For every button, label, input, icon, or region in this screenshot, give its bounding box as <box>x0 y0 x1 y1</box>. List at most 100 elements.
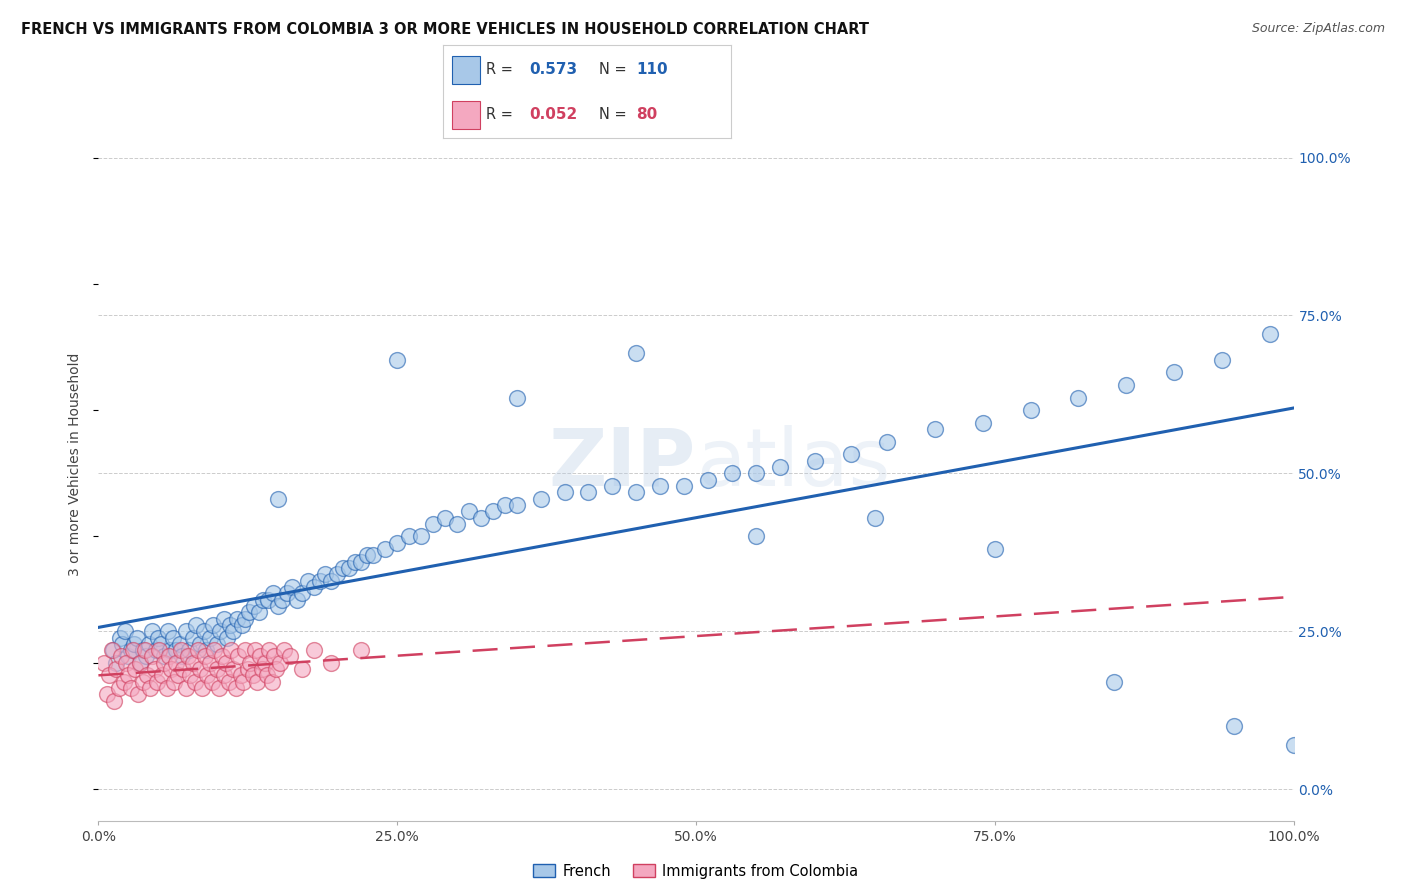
Point <box>131 643 153 657</box>
Point <box>160 662 183 676</box>
Text: R =: R = <box>486 62 513 78</box>
Point <box>356 549 378 563</box>
Point <box>188 637 211 651</box>
Point <box>117 649 139 664</box>
Point <box>110 649 132 664</box>
Point <box>494 498 516 512</box>
Point <box>170 643 193 657</box>
Point <box>167 668 190 682</box>
Point <box>98 668 121 682</box>
Point <box>198 631 221 645</box>
Point <box>250 662 273 676</box>
Point <box>267 599 290 613</box>
Point <box>446 516 468 531</box>
Point <box>107 681 129 695</box>
Point <box>1163 365 1185 379</box>
Point <box>208 681 231 695</box>
Text: 80: 80 <box>636 107 657 122</box>
Point <box>290 586 312 600</box>
Point <box>673 479 696 493</box>
Point <box>232 674 254 689</box>
Point <box>648 479 672 493</box>
Point <box>101 643 124 657</box>
Point <box>124 637 146 651</box>
Point <box>1211 352 1233 367</box>
Point <box>433 510 456 524</box>
Y-axis label: 3 or more Vehicles in Household: 3 or more Vehicles in Household <box>69 352 83 575</box>
Point <box>506 391 529 405</box>
Point <box>554 485 576 500</box>
Point <box>217 631 239 645</box>
Point <box>111 637 134 651</box>
Point <box>385 535 409 549</box>
Point <box>129 656 152 670</box>
Point <box>273 643 295 657</box>
Point <box>841 447 863 461</box>
Point <box>1222 719 1246 733</box>
Point <box>281 580 304 594</box>
Point <box>219 643 242 657</box>
Point <box>252 592 274 607</box>
Point <box>198 656 221 670</box>
Point <box>363 549 385 563</box>
Point <box>1115 378 1137 392</box>
Point <box>191 681 214 695</box>
Point <box>626 485 648 500</box>
Point <box>179 668 201 682</box>
Point <box>720 467 742 481</box>
Point <box>115 656 138 670</box>
Point <box>179 643 201 657</box>
Point <box>105 662 128 676</box>
Point <box>285 592 308 607</box>
Point <box>205 662 228 676</box>
Point <box>697 473 720 487</box>
Point <box>150 668 173 682</box>
Point <box>385 352 409 367</box>
Point <box>271 592 294 607</box>
Point <box>143 662 166 676</box>
Point <box>506 498 529 512</box>
Point <box>114 624 136 639</box>
Point <box>205 637 228 651</box>
Point <box>177 649 200 664</box>
Point <box>145 643 167 657</box>
Point <box>470 510 492 524</box>
Point <box>374 542 396 557</box>
Point <box>148 643 170 657</box>
Point <box>276 586 298 600</box>
Text: 0.573: 0.573 <box>530 62 578 78</box>
Point <box>194 649 217 664</box>
Point <box>576 485 599 500</box>
Point <box>156 624 179 639</box>
Point <box>193 624 215 639</box>
Text: FRENCH VS IMMIGRANTS FROM COLOMBIA 3 OR MORE VEHICLES IN HOUSEHOLD CORRELATION C: FRENCH VS IMMIGRANTS FROM COLOMBIA 3 OR … <box>21 22 869 37</box>
Point <box>246 674 269 689</box>
Point <box>972 416 994 430</box>
Point <box>105 656 128 670</box>
Point <box>215 656 238 670</box>
Point <box>321 656 343 670</box>
Text: 110: 110 <box>636 62 668 78</box>
Point <box>186 618 208 632</box>
Point <box>184 674 207 689</box>
Point <box>278 649 301 664</box>
Point <box>297 574 319 588</box>
Point <box>103 693 125 707</box>
Point <box>96 687 118 701</box>
Point <box>257 592 280 607</box>
Point <box>146 674 169 689</box>
Point <box>194 643 218 657</box>
Point <box>242 668 264 682</box>
Point <box>212 611 235 625</box>
Text: atlas: atlas <box>696 425 890 503</box>
Point <box>350 555 373 569</box>
Point <box>236 662 259 676</box>
Point <box>984 542 1007 557</box>
Point <box>138 637 160 651</box>
Point <box>231 618 253 632</box>
Point <box>626 346 648 360</box>
Point <box>247 605 270 619</box>
Point <box>260 674 283 689</box>
Point <box>157 649 180 664</box>
Point <box>222 624 245 639</box>
